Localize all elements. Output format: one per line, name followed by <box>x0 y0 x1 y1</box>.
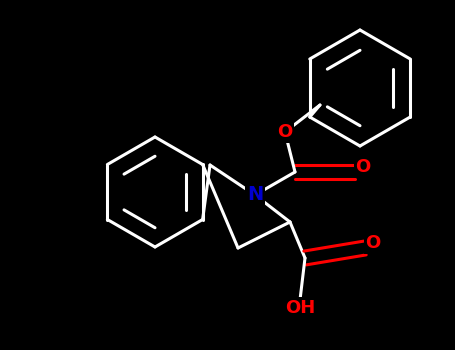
Text: OH: OH <box>285 299 315 317</box>
Text: O: O <box>365 234 381 252</box>
Text: N: N <box>247 186 263 204</box>
Text: O: O <box>278 123 293 141</box>
Text: O: O <box>355 158 371 176</box>
